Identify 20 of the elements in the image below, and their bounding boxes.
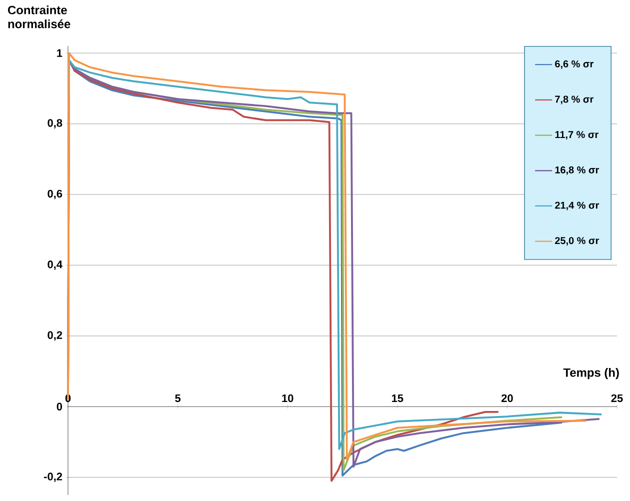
x-tick-label: 5: [175, 394, 181, 402]
legend-label: 6,6 % σr: [555, 60, 594, 69]
y-tick-label: -0,2: [44, 472, 62, 482]
legend-label: 21,4 % σr: [555, 202, 600, 210]
x-tick-label: 15: [392, 394, 404, 402]
legend-label: 25,0 % σr: [555, 237, 600, 246]
y-tick-label: 0,8: [48, 119, 62, 128]
legend-label: 11,7 % σr: [555, 131, 598, 140]
y-tick-label: 0,6: [48, 190, 62, 200]
x-tick-label: 10: [282, 394, 294, 402]
y-tick-label: 0,2: [48, 331, 62, 341]
y-tick-label: 0,4: [48, 260, 62, 270]
y-axis-title: Contrainte normalisée: [8, 6, 70, 28]
y-tick-label: 1: [57, 49, 62, 57]
y-tick-label: 0: [56, 402, 62, 410]
legend-label: 7,8 % σr: [555, 96, 594, 104]
x-tick-label: 25: [611, 394, 623, 402]
x-tick-label: 20: [501, 394, 513, 402]
x-axis-title: Temps (h): [563, 368, 619, 380]
legend-label: 16,8 % σr: [555, 166, 600, 175]
